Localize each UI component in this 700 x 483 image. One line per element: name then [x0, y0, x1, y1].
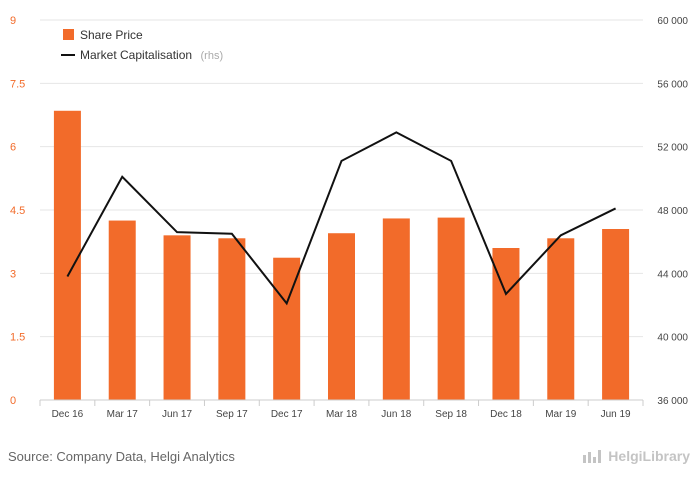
bar — [218, 238, 246, 400]
x-tick-label: Dec 18 — [490, 409, 522, 420]
bar — [163, 235, 191, 400]
grid-lines — [40, 19, 643, 338]
legend-label-market-cap: Market Capitalisation (rhs) — [80, 46, 223, 63]
bar-series — [53, 110, 630, 401]
line-series — [66, 131, 617, 306]
x-tick-label: Mar 19 — [545, 409, 577, 420]
right-tick-label: 56 000 — [657, 79, 688, 90]
x-tick-label: Jun 17 — [162, 409, 192, 420]
x-tick-label: Sep 17 — [216, 409, 248, 420]
legend-label-share-price: Share Price — [80, 28, 143, 42]
legend-swatch-share-price — [63, 29, 74, 40]
right-tick-label: 36 000 — [657, 396, 688, 407]
left-tick-label: 9 — [10, 15, 16, 27]
combo-chart: 0 1.5 3 4.5 6 7.5 9 36 000 40 000 44 000 48 000 52… — [10, 15, 688, 420]
left-tick-label: 4.5 — [10, 205, 25, 217]
left-tick-label: 0 — [10, 395, 16, 407]
x-tick-label: Mar 17 — [107, 409, 139, 420]
left-tick-label: 1.5 — [10, 332, 25, 344]
x-tick-label: Sep 18 — [435, 409, 467, 420]
right-axis-ticks: 36 000 40 000 44 000 48 000 52 000 56 000 60 0… — [657, 16, 688, 407]
x-tick-label: Jun 19 — [601, 409, 631, 420]
right-tick-label: 44 000 — [657, 269, 688, 280]
x-tick-label: Dec 17 — [271, 409, 303, 420]
legend: Share Price Market Capitalisation (rhs) — [61, 28, 223, 63]
left-tick-label: 3 — [10, 268, 16, 280]
logo-text: HelgiLibrary — [608, 448, 690, 464]
x-tick-label: Dec 16 — [52, 409, 84, 420]
market-cap-line — [66, 131, 617, 306]
bar — [328, 233, 355, 400]
bar — [382, 218, 410, 400]
bar — [547, 238, 575, 400]
x-tick-label: Mar 18 — [326, 409, 358, 420]
helgi-library-logo: HelgiLibrary — [582, 448, 690, 464]
right-tick-label: 52 000 — [657, 143, 688, 154]
bar — [437, 217, 465, 400]
bar — [602, 229, 630, 400]
right-tick-label: 60 000 — [657, 16, 688, 27]
left-tick-label: 7.5 — [10, 78, 25, 90]
left-axis-ticks: 0 1.5 3 4.5 6 7.5 9 — [10, 15, 25, 407]
x-axis: Dec 16 Mar 17 Jun 17 Sep 17 Dec 17 Mar 18 Jun … — [39, 399, 644, 420]
bar — [53, 110, 81, 401]
right-tick-label: 48 000 — [657, 206, 688, 217]
x-tick-label: Jun 18 — [381, 409, 411, 420]
helgi-logo-icon — [583, 450, 602, 463]
left-tick-label: 6 — [10, 142, 16, 154]
source-note: Source: Company Data, Helgi Analytics — [8, 449, 235, 464]
right-tick-label: 40 000 — [657, 333, 688, 344]
bar — [108, 220, 136, 400]
